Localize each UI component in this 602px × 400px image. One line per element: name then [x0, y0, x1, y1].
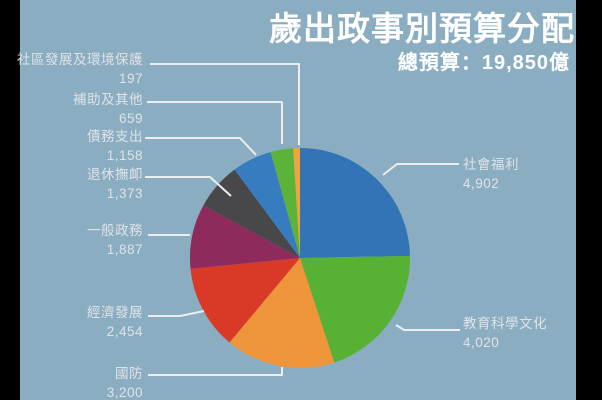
leader-line-pension: [145, 176, 232, 197]
chart-title: 歲出政事別預算分配: [269, 10, 575, 47]
slice-label: 國防: [115, 366, 143, 381]
leader-line-economic-development: [148, 310, 205, 317]
pie-slice-education-science-culture: [300, 255, 411, 363]
callout-economic-development: 經濟發展 2,454: [87, 303, 143, 341]
leader-line-subsidies-other: [147, 101, 283, 144]
pie-slice-social-welfare: [300, 148, 410, 258]
leader-line-community-environment: [150, 63, 300, 145]
pie-slice-economic-development: [190, 258, 300, 343]
pie-slice-debt-service: [234, 152, 300, 258]
slice-label: 教育科學文化: [463, 316, 547, 331]
leader-line-social-welfare: [382, 163, 459, 176]
slice-label: 退休撫卹: [87, 167, 143, 182]
callout-education-science-culture: 教育科學文化 4,020: [463, 314, 547, 352]
callout-social-welfare: 社會福利 4,902: [463, 155, 519, 193]
leader-line-education-science-culture: [395, 324, 460, 331]
total-budget-label: 總預算：19,850億: [397, 52, 570, 74]
leader-line-debt-service: [145, 137, 257, 156]
callout-pension: 退休撫卹 1,373: [87, 165, 143, 203]
pie-slice-subsidies-other: [270, 148, 300, 258]
callout-general-government: 一般政務 1,887: [87, 221, 143, 259]
pie-slice-general-government: [189, 205, 300, 269]
slice-label: 一般政務: [87, 223, 143, 238]
pie-slice-community-environment: [293, 147, 300, 258]
slice-value: 1,158: [106, 148, 143, 163]
slice-value: 4,020: [463, 335, 500, 350]
slice-label: 社會福利: [463, 157, 519, 172]
slice-value: 197: [118, 71, 143, 86]
slice-label: 經濟發展: [87, 305, 143, 320]
callout-national-defense: 國防 3,200: [107, 364, 143, 400]
slice-value: 659: [118, 111, 143, 126]
slice-value: 4,902: [463, 176, 500, 191]
slice-value: 1,887: [106, 242, 143, 257]
slice-value: 2,454: [106, 324, 143, 339]
callout-subsidies-other: 補助及其他 659: [73, 90, 143, 128]
slice-label: 社區發展及環境保護: [17, 52, 143, 67]
slice-label: 補助及其他: [73, 92, 143, 107]
slice-value: 3,200: [106, 385, 143, 400]
right-black-bar: [576, 0, 602, 400]
callout-debt-service: 債務支出 1,158: [87, 127, 143, 165]
left-black-bar: [0, 0, 20, 400]
slice-value: 1,373: [106, 186, 143, 201]
leader-line-national-defense: [148, 367, 283, 376]
slice-label: 債務支出: [87, 129, 143, 144]
pie-slice-national-defense: [229, 258, 335, 368]
callout-community-environment: 社區發展及環境保護 197: [17, 50, 143, 88]
